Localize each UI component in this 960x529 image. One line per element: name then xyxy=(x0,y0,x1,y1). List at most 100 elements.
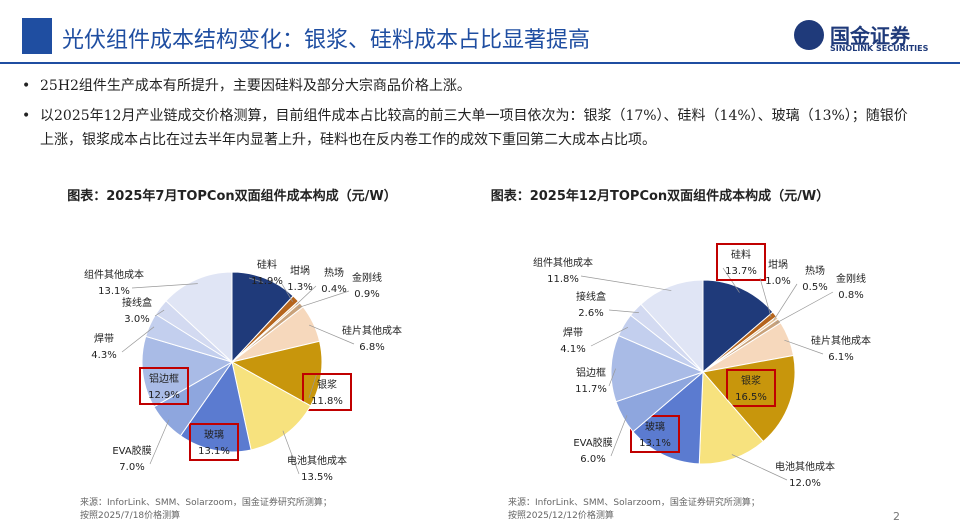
slide-title: 光伏组件成本结构变化：银浆、硅料成本占比显著提高 xyxy=(62,28,591,53)
value-label: 0.5% xyxy=(802,282,827,293)
value-label: 4.1% xyxy=(560,344,585,355)
slice-label: 坩埚 xyxy=(768,258,788,271)
leader-line xyxy=(281,283,293,302)
slice-label: 接线盒 xyxy=(122,296,152,309)
value-label: 16.5% xyxy=(735,392,767,403)
leader-line xyxy=(590,327,629,347)
slice-label: 电池其他成本 xyxy=(287,454,347,467)
leader-line xyxy=(731,454,788,481)
value-label: 1.3% xyxy=(287,282,312,293)
source-note: 按照2025/12/12价格测算 xyxy=(508,509,614,521)
leader-line xyxy=(608,309,639,313)
leader-line xyxy=(775,291,834,324)
slice-label: 硅片其他成本 xyxy=(811,334,871,347)
leader-line xyxy=(308,373,318,399)
value-label: 7.0% xyxy=(119,462,144,473)
highlight-box xyxy=(189,423,239,461)
slice-label: 电池其他成本 xyxy=(775,460,835,473)
value-label: 0.4% xyxy=(321,284,346,295)
leader-line xyxy=(295,285,317,306)
leader-line xyxy=(149,419,170,465)
pie-slice xyxy=(702,279,774,374)
leader-line xyxy=(759,277,772,318)
bullet: 以2025年12月产业链成交价格测算，目前组件成本占比较高的前三大单一项目依次为… xyxy=(20,104,920,152)
leader-line xyxy=(784,339,824,355)
pie-slice xyxy=(231,271,294,364)
source-note: 来源：InforLink、SMM、Solarzoom，国金证券研究所测算； xyxy=(508,496,760,508)
value-label: 12.9% xyxy=(148,390,180,401)
leader-line xyxy=(248,277,264,283)
slice-label: 硅片其他成本 xyxy=(342,324,402,337)
highlight-box xyxy=(716,243,766,281)
slice-label: 银浆 xyxy=(741,374,761,387)
value-label: 11.8% xyxy=(547,274,579,285)
logo-mark xyxy=(794,20,824,50)
value-label: 6.0% xyxy=(580,454,605,465)
pie-slice xyxy=(179,360,252,453)
leader-line xyxy=(131,283,198,289)
slice-label: 接线盒 xyxy=(576,290,606,303)
leader-line xyxy=(154,309,165,317)
value-label: 2.6% xyxy=(578,308,603,319)
leader-line xyxy=(580,275,672,291)
slice-label: 硅料 xyxy=(731,248,751,261)
slice-label: 焊带 xyxy=(563,327,583,339)
value-label: 13.5% xyxy=(301,472,333,483)
slice-label: 硅料 xyxy=(257,258,277,271)
slice-label: 铝边框 xyxy=(576,366,606,379)
pie-slice xyxy=(165,271,233,364)
logo-subtext: SINOLINK SECURITIES xyxy=(830,44,929,53)
value-label: 12.0% xyxy=(789,478,821,489)
leader-line xyxy=(121,326,155,353)
value-label: 4.3% xyxy=(91,350,116,361)
logo-text: 国金证券 xyxy=(830,24,910,48)
value-label: 6.8% xyxy=(359,342,384,353)
value-label: 0.8% xyxy=(838,290,863,301)
pie-slice xyxy=(231,361,312,451)
slice-label: 玻璃 xyxy=(204,428,224,441)
value-label: 3.0% xyxy=(124,314,149,325)
value-label: 6.1% xyxy=(828,352,853,363)
slice-label: EVA胶膜 xyxy=(112,444,151,457)
highlight-box xyxy=(139,367,189,405)
slice-label: 铝边框 xyxy=(149,372,179,385)
value-label: 11.8% xyxy=(311,396,343,407)
leader-line xyxy=(297,290,350,309)
leader-line xyxy=(610,415,628,457)
slice-label: 金刚线 xyxy=(352,271,382,284)
pie-slice xyxy=(610,334,705,403)
slice-label: 坩埚 xyxy=(290,264,310,277)
title-bar xyxy=(22,18,52,54)
slice-label: 组件其他成本 xyxy=(84,268,144,281)
pie-slice xyxy=(702,354,796,443)
value-label: 13.1% xyxy=(198,446,230,457)
slice-label: 热场 xyxy=(805,264,825,277)
header-rule xyxy=(0,62,960,64)
value-label: 13.1% xyxy=(639,438,671,449)
leader-line xyxy=(773,283,798,321)
pie-slice xyxy=(640,279,704,374)
leader-line xyxy=(608,368,616,387)
highlight-box xyxy=(726,369,776,407)
leader-line xyxy=(308,324,355,345)
page-number: 2 xyxy=(893,510,900,523)
source-note: 按照2025/7/18价格测算 xyxy=(80,509,180,521)
bullet-list: 25H2组件生产成本有所提升，主要因硅料及部分大宗商品价格上涨。以2025年12… xyxy=(20,74,920,158)
value-label: 0.9% xyxy=(354,289,379,300)
value-label: 13.7% xyxy=(725,266,757,277)
slice-label: 热场 xyxy=(324,266,344,279)
slice-label: 焊带 xyxy=(94,333,114,345)
slice-label: 银浆 xyxy=(317,378,337,391)
pie-slice xyxy=(632,370,704,465)
chart-title: 图表：2025年7月TOPCon双面组件成本构成（元/W） xyxy=(67,188,397,204)
value-label: 11.7% xyxy=(575,384,607,395)
value-label: 13.1% xyxy=(98,286,130,297)
slice-label: 金刚线 xyxy=(836,272,866,285)
bullet: 25H2组件生产成本有所提升，主要因硅料及部分大宗商品价格上涨。 xyxy=(20,74,920,98)
leader-line xyxy=(282,430,300,475)
slice-label: 玻璃 xyxy=(645,420,665,433)
value-label: 11.9% xyxy=(251,276,283,287)
source-note: 来源：InforLink、SMM、Solarzoom，国金证券研究所测算； xyxy=(80,496,332,508)
